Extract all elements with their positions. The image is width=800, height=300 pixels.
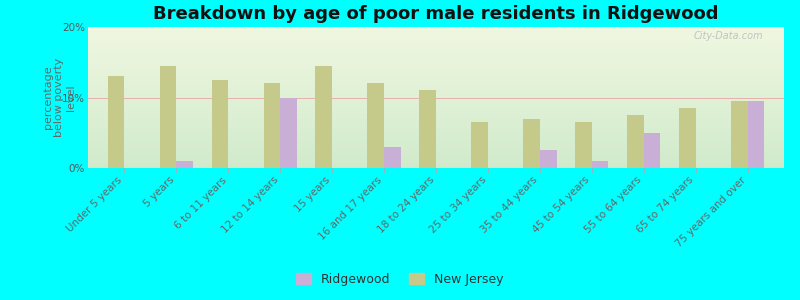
Y-axis label: percentage
below poverty
level: percentage below poverty level: [43, 58, 76, 137]
Text: City-Data.com: City-Data.com: [694, 31, 763, 41]
Bar: [627, 115, 644, 168]
Bar: [160, 66, 176, 168]
Bar: [471, 122, 488, 168]
Bar: [679, 108, 696, 168]
Title: Breakdown by age of poor male residents in Ridgewood: Breakdown by age of poor male residents …: [154, 5, 718, 23]
Bar: [315, 66, 332, 168]
Bar: [748, 101, 764, 168]
Bar: [384, 147, 401, 168]
Bar: [367, 83, 384, 168]
Bar: [644, 133, 660, 168]
Bar: [419, 90, 436, 168]
Bar: [540, 150, 557, 168]
Bar: [212, 80, 228, 168]
Bar: [731, 101, 748, 168]
Legend: Ridgewood, New Jersey: Ridgewood, New Jersey: [291, 268, 509, 291]
Bar: [575, 122, 592, 168]
Bar: [280, 98, 297, 168]
Bar: [523, 118, 540, 168]
Bar: [592, 161, 609, 168]
Bar: [263, 83, 280, 168]
Bar: [176, 161, 193, 168]
Bar: [108, 76, 124, 168]
